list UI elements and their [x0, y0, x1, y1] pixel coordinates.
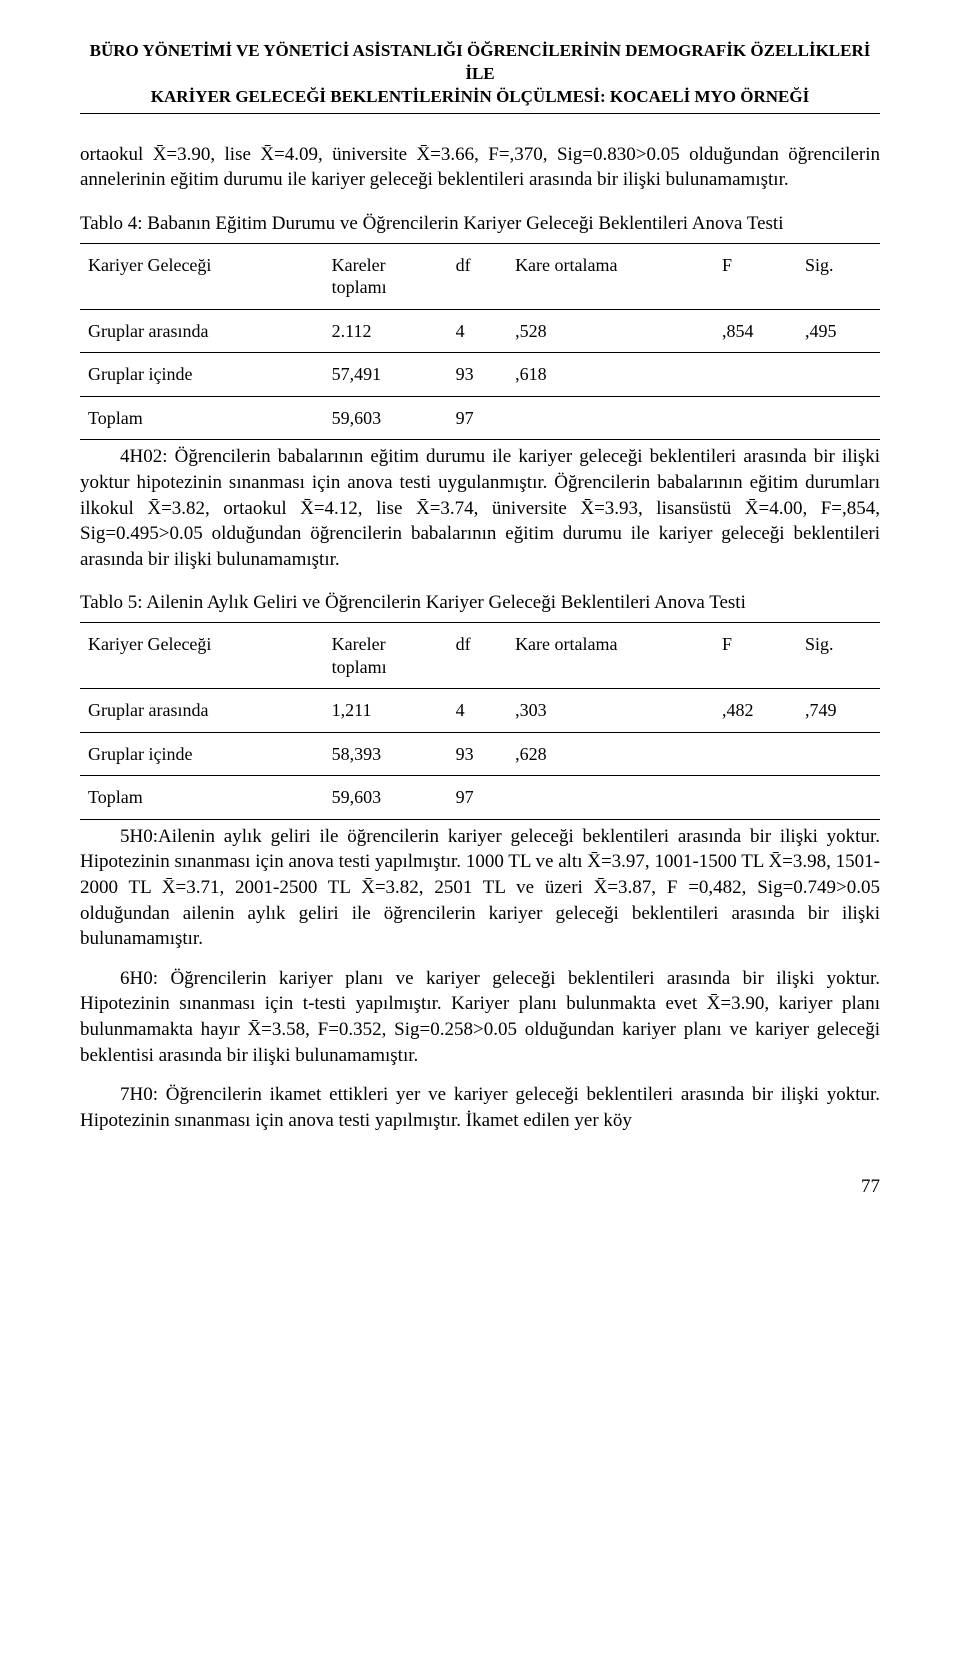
- table4-col0: Kariyer Geleceği: [80, 243, 324, 309]
- table4-row1: Gruplar arasında 2.112 4 ,528 ,854 ,495: [80, 309, 880, 353]
- table4-r1-label: Gruplar arasında: [80, 309, 324, 353]
- table5-r2-label: Gruplar içinde: [80, 732, 324, 776]
- table4-col1: Kareler toplamı: [324, 243, 448, 309]
- table4: Kariyer Geleceği Kareler toplamı df Kare…: [80, 243, 880, 441]
- table4-r3-v1: 59,603: [324, 396, 448, 440]
- para-intro: ortaokul X̄=3.90, lise X̄=4.09, üniversi…: [80, 142, 880, 193]
- table4-col1-line1: Kareler: [332, 255, 386, 275]
- table5-r1-v1: 1,211: [324, 689, 448, 733]
- table4-r1-v3: ,528: [507, 309, 714, 353]
- table4-r3-label: Toplam: [80, 396, 324, 440]
- table4-r1-v1: 2.112: [324, 309, 448, 353]
- table5-col1-line2: toplamı: [332, 657, 387, 677]
- table5-col1: Kareler toplamı: [324, 623, 448, 689]
- table5-col4: F: [714, 623, 797, 689]
- table5-col0: Kariyer Geleceği: [80, 623, 324, 689]
- table4-header-row: Kariyer Geleceği Kareler toplamı df Kare…: [80, 243, 880, 309]
- table4-r2-label: Gruplar içinde: [80, 353, 324, 397]
- table4-col1-line2: toplamı: [332, 277, 387, 297]
- table5: Kariyer Geleceği Kareler toplamı df Kare…: [80, 622, 880, 820]
- table5-r3-v1: 59,603: [324, 776, 448, 820]
- table4-col5: Sig.: [797, 243, 880, 309]
- table5-r1-v5: ,749: [797, 689, 880, 733]
- table5-header-row: Kariyer Geleceği Kareler toplamı df Kare…: [80, 623, 880, 689]
- table5-r1-v3: ,303: [507, 689, 714, 733]
- table4-col4: F: [714, 243, 797, 309]
- page-number: 77: [80, 1174, 880, 1200]
- table5-title: Tablo 5: Ailenin Aylık Geliri ve Öğrenci…: [80, 590, 880, 616]
- table5-r2-v3: ,628: [507, 732, 714, 776]
- table5-r1-v4: ,482: [714, 689, 797, 733]
- para-4h: 4H02: Öğrencilerin babalarının eğitim du…: [80, 444, 880, 572]
- header-line1: BÜRO YÖNETİMİ VE YÖNETİCİ ASİSTANLIĞI ÖĞ…: [90, 41, 871, 83]
- table5-col2: df: [448, 623, 507, 689]
- table4-r2-v2: 93: [448, 353, 507, 397]
- table4-row3: Toplam 59,603 97: [80, 396, 880, 440]
- table4-r1-v4: ,854: [714, 309, 797, 353]
- table4-r3-v2: 97: [448, 396, 507, 440]
- para-6h: 6H0: Öğrencilerin kariyer planı ve kariy…: [80, 966, 880, 1069]
- table5-col1-line1: Kareler: [332, 634, 386, 654]
- table4-r2-v1: 57,491: [324, 353, 448, 397]
- para-7h: 7H0: Öğrencilerin ikamet ettikleri yer v…: [80, 1082, 880, 1133]
- table5-r2-v1: 58,393: [324, 732, 448, 776]
- table4-r2-v3: ,618: [507, 353, 714, 397]
- table5-row1: Gruplar arasında 1,211 4 ,303 ,482 ,749: [80, 689, 880, 733]
- table5-row2: Gruplar içinde 58,393 93 ,628: [80, 732, 880, 776]
- table4-r1-v2: 4: [448, 309, 507, 353]
- table5-r3-v2: 97: [448, 776, 507, 820]
- table4-col2: df: [448, 243, 507, 309]
- table4-row2: Gruplar içinde 57,491 93 ,618: [80, 353, 880, 397]
- table4-col3: Kare ortalama: [507, 243, 714, 309]
- table5-col5: Sig.: [797, 623, 880, 689]
- running-header: BÜRO YÖNETİMİ VE YÖNETİCİ ASİSTANLIĞI ÖĞ…: [80, 40, 880, 114]
- table5-row3: Toplam 59,603 97: [80, 776, 880, 820]
- table4-title: Tablo 4: Babanın Eğitim Durumu ve Öğrenc…: [80, 211, 880, 237]
- table5-r3-label: Toplam: [80, 776, 324, 820]
- para-5h: 5H0:Ailenin aylık geliri ile öğrencileri…: [80, 824, 880, 952]
- header-line2: KARİYER GELECEĞİ BEKLENTİLERİNİN ÖLÇÜLME…: [151, 87, 809, 106]
- table5-r2-v2: 93: [448, 732, 507, 776]
- table5-r1-v2: 4: [448, 689, 507, 733]
- table5-col3: Kare ortalama: [507, 623, 714, 689]
- table4-r1-v5: ,495: [797, 309, 880, 353]
- table5-r1-label: Gruplar arasında: [80, 689, 324, 733]
